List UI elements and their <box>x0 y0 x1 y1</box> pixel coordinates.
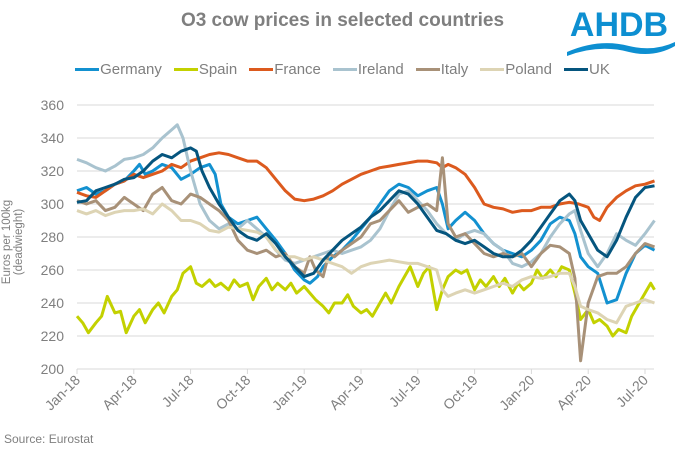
y-tick-label: 280 <box>41 229 65 245</box>
legend-swatch <box>480 68 505 71</box>
legend-item-ireland: Ireland <box>332 61 404 78</box>
y-tick-label: 200 <box>41 361 65 377</box>
chart-legend: Germany Spain France Ireland Italy Poland UK <box>0 61 685 78</box>
y-tick-label: 360 <box>41 97 65 113</box>
legend-label: Germany <box>100 61 162 78</box>
logo-wave-icon <box>567 42 675 56</box>
legend-label: UK <box>589 61 610 78</box>
legend-item-germany: Germany <box>75 61 162 78</box>
legend-label: Ireland <box>357 61 404 78</box>
x-tick-label: Jan-20 <box>496 372 538 414</box>
series-line-germany <box>76 162 656 305</box>
legend-item-italy: Italy <box>415 61 469 78</box>
x-tick-label: Jan-19 <box>269 372 311 414</box>
x-tick-label: Oct-19 <box>440 372 481 413</box>
y-tick-label: 220 <box>41 328 65 344</box>
legend-item-uk: UK <box>564 61 610 78</box>
legend-item-france: France <box>249 61 321 78</box>
legend-label: Italy <box>440 61 469 78</box>
x-tick-label: Apr-20 <box>553 372 594 413</box>
series-line-spain <box>75 265 656 338</box>
legend-swatch <box>564 68 588 71</box>
x-tick-label: Jan-18 <box>42 372 84 414</box>
legend-label: Spain <box>198 61 238 78</box>
series-line-france <box>76 151 655 222</box>
series-line-uk <box>76 146 655 279</box>
legend-item-spain: Spain <box>173 61 238 78</box>
chart-title: O3 cow prices in selected countries <box>180 10 505 31</box>
series-line-poland <box>76 202 655 325</box>
ahdb-logo: AHDB <box>567 6 675 56</box>
legend-label: Poland <box>505 61 552 78</box>
logo-text: AHDB <box>570 6 668 44</box>
y-tick-label: 320 <box>41 163 65 179</box>
legend-item-poland: Poland <box>480 61 552 78</box>
legend-swatch <box>415 68 440 71</box>
series-line-italy <box>76 156 655 363</box>
x-tick-label: Jul-19 <box>386 372 424 410</box>
x-tick-label: Oct-18 <box>212 372 253 413</box>
x-tick-label: Apr-18 <box>99 372 140 413</box>
y-tick-label: 340 <box>41 130 65 146</box>
source-note: Source: Eurostat <box>4 432 94 446</box>
y-tick-label: 300 <box>41 196 65 212</box>
y-tick-label: 240 <box>41 295 65 311</box>
x-tick-label: Jul-20 <box>613 372 651 410</box>
legend-label: France <box>274 61 321 78</box>
series-line-ireland <box>76 123 656 269</box>
legend-swatch <box>332 68 357 71</box>
legend-swatch <box>249 68 274 71</box>
legend-swatch <box>75 68 100 71</box>
x-tick-label: Apr-19 <box>326 372 367 413</box>
legend-swatch <box>173 68 198 71</box>
y-tick-label: 260 <box>41 262 65 278</box>
x-tick-label: Jul-18 <box>158 372 196 410</box>
